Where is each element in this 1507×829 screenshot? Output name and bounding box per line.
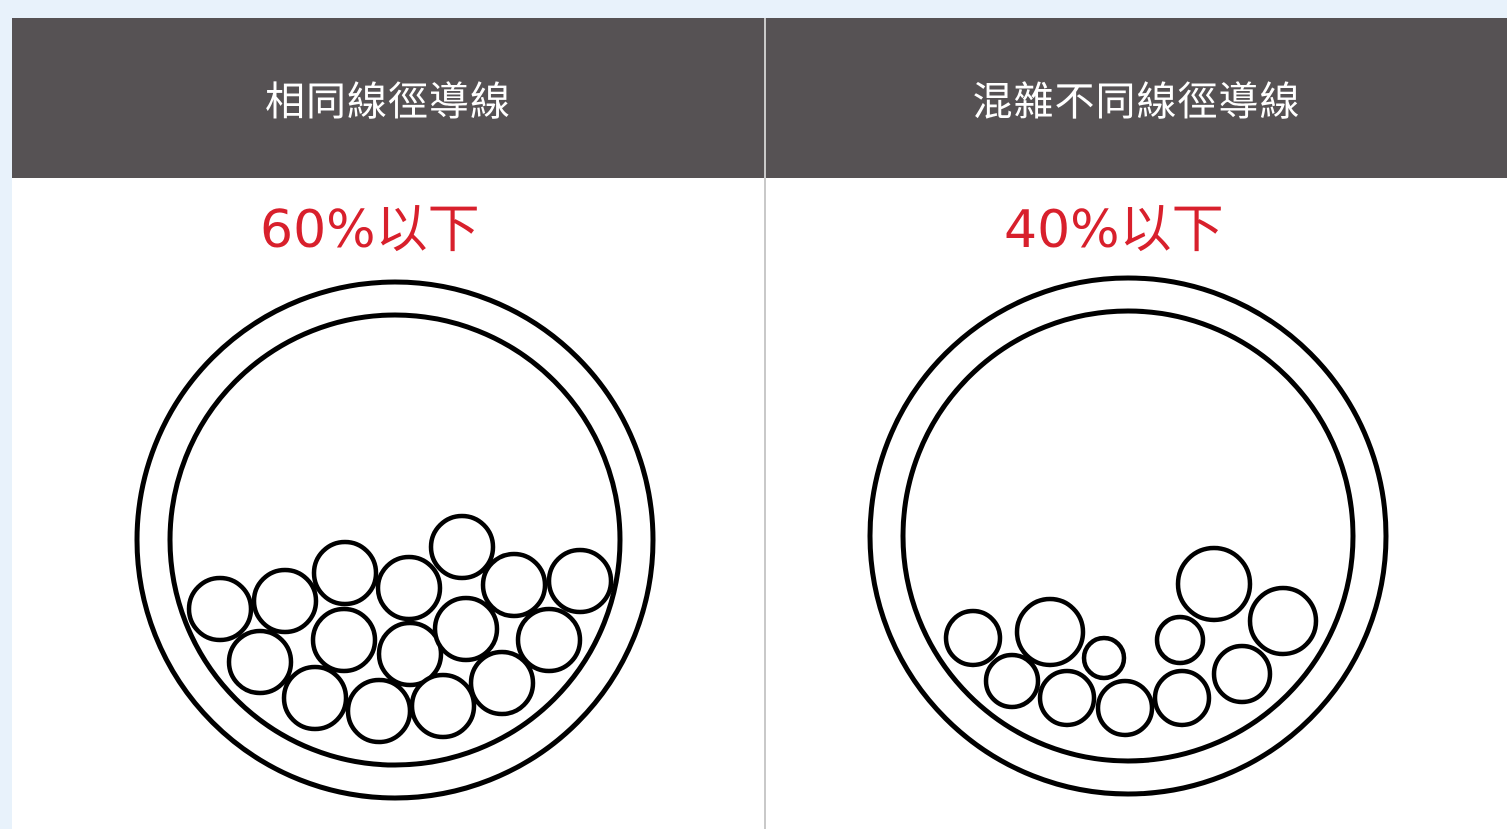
wire-cross-section [468,649,536,717]
wire-cross-section [376,620,444,688]
wire-cross-section [1247,585,1319,657]
wire-cross-section [1175,545,1253,623]
wire-cross-section [345,677,413,745]
wire-cross-section [281,664,349,732]
wire-cross-section [1211,643,1273,705]
fill-limit-same-gauge: 60%以下 [260,200,480,260]
conduit-diagram-mixed-gauge [867,275,1389,797]
wire-cross-section [409,672,477,740]
wire-cross-section [375,554,443,622]
wire-cross-section [480,551,548,619]
wire-cross-section [311,539,379,607]
column-mixed-gauge: 混雜不同線徑導線 40%以下 [766,18,1507,829]
wire-cross-section [1095,678,1155,738]
column-header-same-gauge: 相同線徑導線 [12,18,764,178]
conduit-inner-wall [167,312,623,768]
wire-cross-section [983,652,1041,710]
wire-cross-section [432,595,500,663]
wire-cross-section [1154,614,1206,666]
wire-cross-section [428,513,496,581]
wire-cross-section [1152,668,1212,728]
wire-cross-section [943,608,1003,668]
conduit-diagram-same-gauge [134,279,656,801]
wire-cross-section [251,567,319,635]
column-divider [764,18,766,829]
wire-cross-section [1014,596,1086,668]
conduit-inner-wall [900,308,1356,764]
wire-cross-section [546,547,614,615]
wire-cross-section [226,628,294,696]
fill-limit-mixed-gauge: 40%以下 [1004,200,1224,260]
conduit-outer-wall [134,279,656,801]
wire-cross-section [515,606,583,674]
wire-cross-section [1081,635,1127,681]
wire-cross-section [310,606,378,674]
column-same-gauge: 相同線徑導線 60%以下 [12,18,764,829]
conduit-outer-wall [867,275,1389,797]
wire-cross-section [1037,668,1097,728]
column-header-mixed-gauge: 混雜不同線徑導線 [766,18,1507,178]
wire-cross-section [186,575,254,643]
